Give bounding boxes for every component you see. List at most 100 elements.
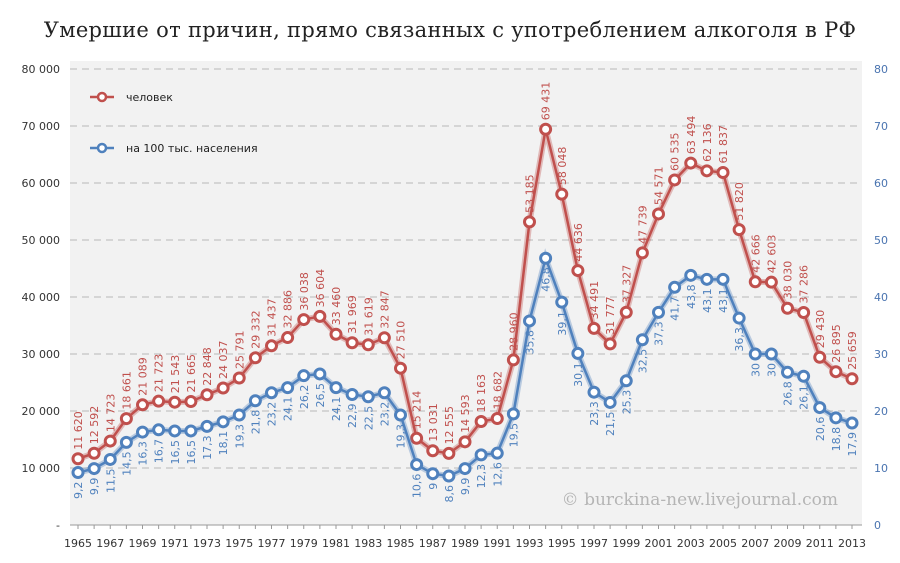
data-point [103,434,117,448]
data-point [523,314,536,328]
data-label: 42 666 [749,234,762,273]
x-tick-label: 1971 [161,537,189,550]
data-point [216,415,230,429]
data-label: 38 030 [782,261,795,300]
y-left-tick-label: 70 000 [22,120,61,133]
data-point [539,122,553,136]
watermark: © burckina-new.livejournal.com [562,490,838,510]
data-point [619,374,633,388]
data-point [168,395,182,409]
data-label: 34 491 [588,281,601,320]
data-label: 12,3 [475,464,488,489]
data-label: 69 431 [540,82,553,121]
data-point [87,446,101,460]
data-point [474,414,488,428]
data-label: 43,1 [701,288,714,313]
data-point [829,411,843,425]
data-label: 15 214 [411,391,424,430]
data-point [103,452,117,466]
x-tick-label: 1997 [580,537,608,550]
data-point [216,381,230,395]
data-label: 21 089 [137,357,150,396]
data-label: 39,1 [556,311,569,336]
data-point [136,425,149,439]
data-label: 9,2 [72,482,85,500]
data-point [87,462,101,476]
data-point [555,295,569,309]
data-point [571,346,585,360]
data-label: 14,5 [120,451,133,476]
data-point [716,272,730,286]
data-point [136,398,149,412]
data-label: 32,5 [636,349,649,374]
data-point [281,331,295,345]
data-label: 30,1 [572,362,585,387]
data-label: 16,7 [153,439,166,464]
data-label: 32 847 [378,290,391,329]
data-point [345,387,359,401]
data-point [152,423,166,437]
x-tick-label: 2011 [806,537,834,550]
data-label: 13 031 [427,403,440,442]
data-label: 43,8 [685,284,698,309]
data-label: 29 332 [249,310,262,349]
data-label: 22,5 [362,406,375,431]
data-point [748,347,762,361]
data-point [797,305,811,319]
data-label: 9 [427,483,440,490]
data-point [716,166,730,180]
x-tick-label: 2005 [709,537,737,550]
data-label: 36 038 [298,272,311,311]
data-label: 23,2 [266,402,279,427]
x-tick-label: 1975 [225,537,253,550]
data-point [652,305,665,319]
data-label: 63 494 [685,116,698,155]
data-point [571,264,585,278]
data-label: 23,2 [378,402,391,427]
data-label: 46,8 [540,267,553,292]
data-point [394,361,407,375]
data-label: 31 777 [604,296,617,335]
data-label: 21 543 [169,355,182,394]
data-point [458,435,472,449]
data-point [652,207,665,221]
data-label: 22 848 [201,347,214,386]
data-label: 20,6 [814,417,827,442]
data-label: 27 510 [395,321,408,360]
data-label: 42 603 [765,235,778,274]
y-left-tick-label: 40 000 [22,291,61,304]
data-label: 32 886 [282,290,295,329]
x-tick-label: 1999 [612,537,640,550]
data-label: 12 555 [443,406,456,445]
data-label: 17,9 [846,432,859,457]
data-label: 24,1 [282,397,295,422]
chart-title: Умершие от причин, прямо связанных с упо… [43,18,857,42]
data-label: 36 604 [314,269,327,308]
data-label: 25 791 [233,330,246,369]
data-label: 26,8 [782,381,795,406]
x-tick-label: 1989 [451,537,479,550]
data-point [684,268,698,282]
y-right-tick-label: 20 [874,405,888,418]
data-point [748,275,762,289]
data-label: 21 723 [153,354,166,393]
x-tick-label: 1985 [387,537,415,550]
data-point [603,395,617,409]
y-right-tick-label: 10 [874,462,888,475]
data-label: 36,3 [733,327,746,352]
x-tick-label: 2001 [645,537,673,550]
data-label: 31 437 [266,298,279,337]
y-right-tick-label: 30 [874,348,888,361]
data-point [377,331,391,345]
data-label: 41,7 [669,296,682,321]
data-label: 44 636 [572,223,585,262]
data-point [168,424,182,438]
legend-marker [96,91,108,103]
data-label: 47 739 [636,205,649,244]
data-point [619,305,633,319]
data-label: 17,3 [201,435,214,460]
data-point [506,407,520,421]
data-label: 25,3 [620,390,633,415]
data-label: 16,3 [137,441,150,466]
data-point [184,395,198,409]
